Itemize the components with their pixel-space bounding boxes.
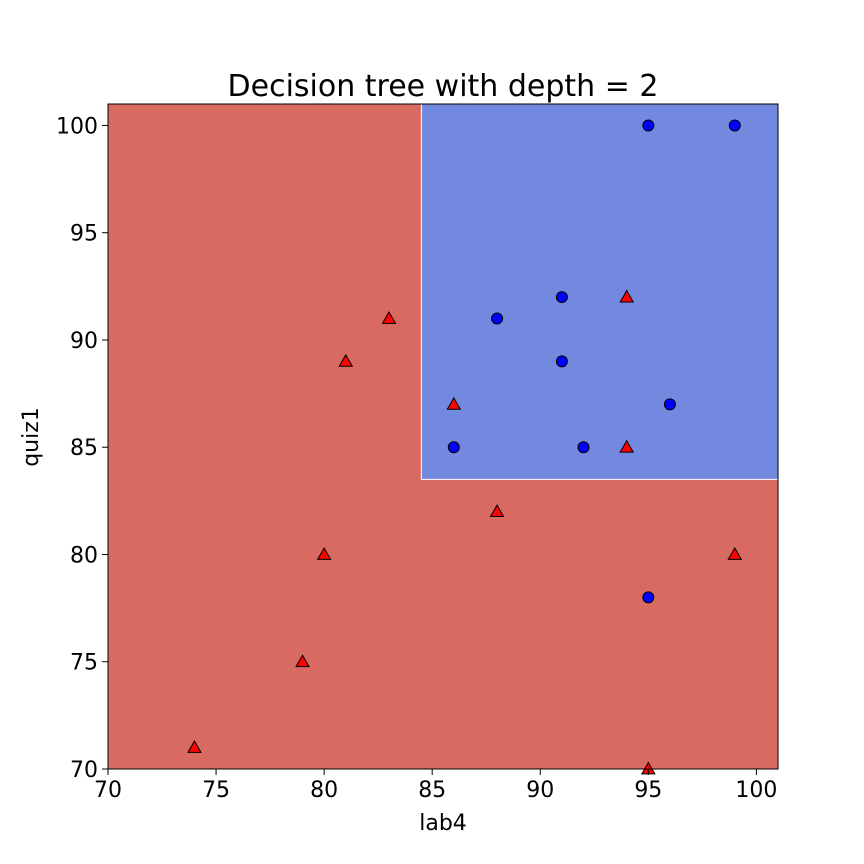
circle-point bbox=[642, 591, 655, 604]
circle-point bbox=[577, 441, 590, 454]
triangle-point bbox=[187, 740, 202, 753]
data-points bbox=[187, 119, 743, 775]
circle-point bbox=[728, 119, 741, 132]
triangle-point bbox=[381, 311, 397, 324]
circle-point bbox=[447, 441, 460, 454]
triangle-point bbox=[446, 396, 462, 410]
x-axis: 70 75 80 85 90 95 100 bbox=[94, 769, 777, 803]
y-tick-label: 100 bbox=[56, 114, 98, 139]
y-tick-label: 90 bbox=[70, 329, 98, 354]
x-tick-label: 95 bbox=[634, 778, 662, 803]
circle-point bbox=[555, 291, 568, 304]
triangle-point bbox=[295, 654, 310, 668]
y-tick-label: 85 bbox=[70, 436, 98, 461]
triangle-point bbox=[338, 353, 354, 367]
chart-title: Decision tree with depth = 2 bbox=[228, 69, 659, 104]
y-tick-label: 80 bbox=[70, 543, 98, 568]
plot-frame bbox=[107, 103, 779, 770]
y-tick-label: 95 bbox=[70, 222, 98, 247]
x-tick-label: 90 bbox=[526, 778, 554, 803]
triangle-point bbox=[489, 504, 505, 517]
triangle-point bbox=[619, 439, 635, 453]
triangle-point bbox=[727, 546, 743, 560]
x-tick-label: 70 bbox=[94, 778, 122, 803]
y-tick-label: 75 bbox=[70, 651, 98, 676]
decision-regions bbox=[420, 103, 779, 480]
circle-point bbox=[663, 398, 676, 411]
plot-area bbox=[107, 103, 779, 775]
y-axis-title: quiz1 bbox=[19, 407, 44, 467]
x-tick-label: 85 bbox=[418, 778, 446, 803]
circle-point bbox=[491, 312, 504, 325]
y-tick-label: 70 bbox=[70, 758, 98, 783]
triangle-point bbox=[316, 546, 332, 560]
triangle-point bbox=[619, 289, 635, 303]
y-axis: 70 75 80 85 90 95 100 bbox=[56, 114, 108, 783]
x-tick-label: 80 bbox=[310, 778, 338, 803]
circle-point bbox=[642, 119, 655, 132]
x-tick-label: 75 bbox=[202, 778, 230, 803]
circle-point bbox=[555, 355, 568, 368]
x-tick-label: 100 bbox=[735, 778, 777, 803]
x-axis-title: lab4 bbox=[419, 811, 467, 836]
decision-region-circle bbox=[420, 103, 779, 480]
